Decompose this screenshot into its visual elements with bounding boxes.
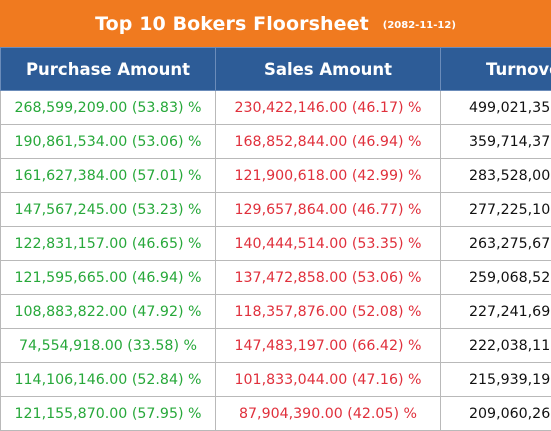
turnover-cell: 215,939,19	[440, 362, 551, 397]
purchase-amount-cell: 122,831,157.00 (46.65) %	[0, 226, 216, 261]
table-header-row: Purchase Amount Sales Amount Turnove	[0, 47, 551, 91]
sales-amount-cell: 101,833,044.00 (47.16) %	[215, 362, 441, 397]
purchase-amount-cell: 161,627,384.00 (57.01) %	[0, 158, 216, 193]
purchase-amount-cell: 268,599,209.00 (53.83) %	[0, 90, 216, 125]
purchase-amount-header: Purchase Amount	[0, 47, 216, 91]
table-row: 114,106,146.00 (52.84) % 101,833,044.00 (…	[0, 362, 551, 397]
turnover-cell: 222,038,11	[440, 328, 551, 363]
sales-amount-cell: 168,852,844.00 (46.94) %	[215, 124, 441, 159]
turnover-cell: 359,714,37	[440, 124, 551, 159]
purchase-amount-cell: 121,155,870.00 (57.95) %	[0, 396, 216, 431]
purchase-amount-cell: 147,567,245.00 (53.23) %	[0, 192, 216, 227]
sales-amount-cell: 137,472,858.00 (53.06) %	[215, 260, 441, 295]
sales-amount-header: Sales Amount	[215, 47, 441, 91]
purchase-amount-cell: 190,861,534.00 (53.06) %	[0, 124, 216, 159]
sales-amount-cell: 121,900,618.00 (42.99) %	[215, 158, 441, 193]
turnover-cell: 283,528,00	[440, 158, 551, 193]
purchase-amount-cell: 121,595,665.00 (46.94) %	[0, 260, 216, 295]
sales-amount-cell: 140,444,514.00 (53.35) %	[215, 226, 441, 261]
turnover-cell: 259,068,52	[440, 260, 551, 295]
sales-amount-cell: 118,357,876.00 (52.08) %	[215, 294, 441, 329]
table-row: 121,155,870.00 (57.95) % 87,904,390.00 (4…	[0, 396, 551, 431]
table-row: 147,567,245.00 (53.23) % 129,657,864.00 (…	[0, 192, 551, 227]
purchase-amount-cell: 108,883,822.00 (47.92) %	[0, 294, 216, 329]
table-row: 268,599,209.00 (53.83) % 230,422,146.00 (…	[0, 90, 551, 125]
sales-amount-cell: 147,483,197.00 (66.42) %	[215, 328, 441, 363]
sales-amount-cell: 129,657,864.00 (46.77) %	[215, 192, 441, 227]
table-body: 268,599,209.00 (53.83) % 230,422,146.00 (…	[0, 90, 551, 431]
turnover-cell: 263,275,67	[440, 226, 551, 261]
table-row: 122,831,157.00 (46.65) % 140,444,514.00 (…	[0, 226, 551, 261]
table-row: 121,595,665.00 (46.94) % 137,472,858.00 (…	[0, 260, 551, 295]
turnover-header: Turnove	[440, 47, 551, 91]
title-bar: Top 10 Bokers Floorsheet (2082-11-12)	[0, 0, 551, 47]
turnover-cell: 499,021,35	[440, 90, 551, 125]
turnover-cell: 277,225,10	[440, 192, 551, 227]
turnover-cell: 227,241,69	[440, 294, 551, 329]
sales-amount-cell: 230,422,146.00 (46.17) %	[215, 90, 441, 125]
turnover-cell: 209,060,26	[440, 396, 551, 431]
purchase-amount-cell: 114,106,146.00 (52.84) %	[0, 362, 216, 397]
purchase-amount-cell: 74,554,918.00 (33.58) %	[0, 328, 216, 363]
table-row: 190,861,534.00 (53.06) % 168,852,844.00 (…	[0, 124, 551, 159]
sheet-date: (2082-11-12)	[382, 19, 456, 31]
table-row: 74,554,918.00 (33.58) % 147,483,197.00 (6…	[0, 328, 551, 363]
table-row: 108,883,822.00 (47.92) % 118,357,876.00 (…	[0, 294, 551, 329]
table-row: 161,627,384.00 (57.01) % 121,900,618.00 (…	[0, 158, 551, 193]
sheet-title: Top 10 Bokers Floorsheet	[95, 12, 369, 35]
broker-table: Purchase Amount Sales Amount Turnove 268…	[0, 47, 551, 431]
sales-amount-cell: 87,904,390.00 (42.05) %	[215, 396, 441, 431]
